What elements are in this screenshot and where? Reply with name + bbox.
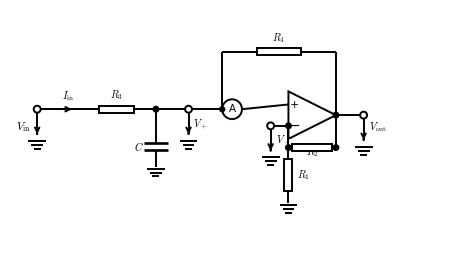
Circle shape	[219, 107, 225, 112]
Circle shape	[333, 145, 339, 150]
Text: $V_+$: $V_+$	[193, 117, 208, 131]
Text: $I_{\mathrm{in}}$: $I_{\mathrm{in}}$	[62, 89, 74, 103]
Bar	[99, 106, 134, 113]
Circle shape	[286, 123, 291, 128]
Circle shape	[222, 99, 242, 119]
Circle shape	[153, 106, 159, 112]
Bar	[257, 48, 301, 55]
Circle shape	[360, 112, 367, 119]
Bar	[284, 159, 292, 191]
Circle shape	[267, 122, 274, 129]
Bar	[292, 144, 332, 151]
Text: $-$: $-$	[289, 119, 300, 132]
Circle shape	[333, 112, 339, 118]
Text: $R_3$: $R_3$	[110, 88, 123, 102]
Text: $R_1$: $R_1$	[297, 168, 310, 182]
Circle shape	[286, 145, 291, 150]
Text: $V_{\mathrm{out}}$: $V_{\mathrm{out}}$	[369, 120, 387, 134]
Text: $V_{\mathrm{in}}$: $V_{\mathrm{in}}$	[16, 120, 31, 134]
Text: $R_4$: $R_4$	[273, 31, 286, 45]
Circle shape	[34, 106, 41, 113]
Text: $C$: $C$	[134, 140, 144, 153]
Text: $R_2$: $R_2$	[306, 146, 319, 159]
Text: A: A	[228, 104, 236, 114]
Text: $V_-$: $V_-$	[275, 134, 290, 145]
Circle shape	[185, 106, 192, 113]
Text: $+$: $+$	[289, 99, 300, 110]
